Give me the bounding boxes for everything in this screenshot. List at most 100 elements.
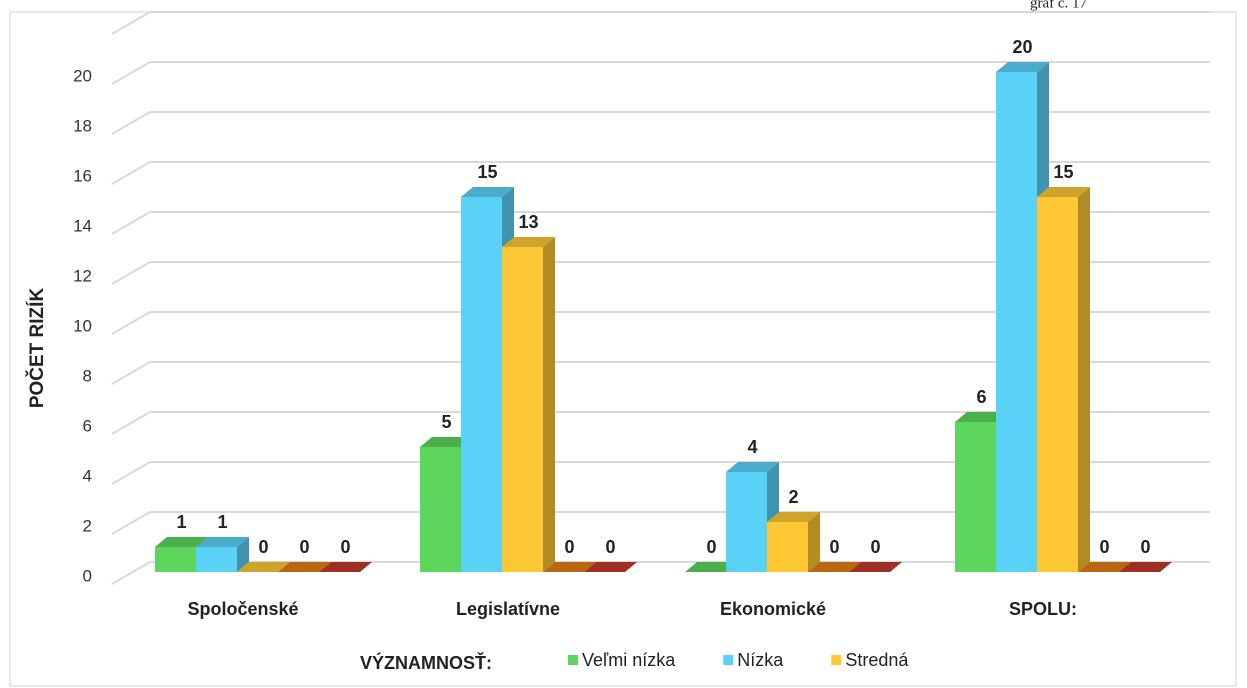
bar-top	[726, 462, 779, 472]
bar-top	[849, 562, 902, 572]
grid-line-side	[111, 561, 151, 585]
bar-top	[1078, 562, 1131, 572]
legend-label: Veľmi nízka	[582, 650, 676, 670]
x-tick-label: Ekonomické	[720, 599, 826, 619]
x-tick-label: Spoločenské	[187, 599, 298, 619]
figure-note: graf č. 17	[1030, 0, 1088, 11]
value-label: 0	[605, 537, 615, 557]
legend-swatch	[723, 655, 734, 665]
y-tick-label: 12	[73, 266, 92, 285]
legend-swatch	[831, 655, 842, 665]
y-tick-label: 10	[73, 316, 92, 335]
legend-label: Stredná	[845, 650, 909, 670]
legend-label: Nízka	[737, 650, 784, 670]
bar-top	[237, 562, 290, 572]
bar	[1078, 562, 1131, 572]
x-tick-label: SPOLU:	[1009, 599, 1077, 619]
bar	[584, 562, 637, 572]
y-tick-label: 18	[73, 116, 92, 135]
y-tick-label: 0	[83, 566, 92, 585]
bar-front	[996, 72, 1037, 572]
bar	[319, 562, 372, 572]
y-tick-label: 8	[83, 366, 92, 385]
bar-top	[543, 562, 596, 572]
grid-line-side	[111, 461, 151, 485]
bar	[849, 562, 902, 572]
y-tick-label: 6	[83, 416, 92, 435]
value-label: 15	[1053, 162, 1073, 182]
y-tick-label: 4	[83, 466, 92, 485]
value-label: 20	[1012, 37, 1032, 57]
grid-line-side	[111, 311, 151, 335]
bar	[502, 237, 555, 572]
bar	[1119, 562, 1172, 572]
bar-front	[726, 472, 767, 572]
value-label: 0	[706, 537, 716, 557]
bar-top	[584, 562, 637, 572]
legend-title: VÝZNAMNOSŤ:	[360, 652, 492, 673]
legend-swatch	[568, 655, 578, 665]
y-tick-label: 16	[73, 166, 92, 185]
grid-line-side	[111, 211, 151, 235]
bar-front	[502, 247, 543, 572]
grid-line-side	[111, 511, 151, 535]
grid-line-side	[111, 261, 151, 285]
grid-line-side	[111, 411, 151, 435]
bar	[543, 562, 596, 572]
bar-side	[1078, 187, 1090, 572]
value-label: 0	[1099, 537, 1109, 557]
bar	[278, 562, 331, 572]
bar-top	[278, 562, 331, 572]
grid-line-side	[111, 161, 151, 185]
bar	[808, 562, 861, 572]
bar-side	[543, 237, 555, 572]
value-label: 0	[564, 537, 574, 557]
value-label: 5	[441, 412, 451, 432]
bar-front	[461, 197, 502, 572]
bar	[685, 562, 738, 572]
bar-side	[237, 537, 249, 572]
bar-top	[996, 62, 1049, 72]
bar-top	[319, 562, 372, 572]
value-label: 15	[477, 162, 497, 182]
x-tick-label: Legislatívne	[456, 599, 560, 619]
plot-top-side	[111, 11, 151, 35]
value-label: 0	[870, 537, 880, 557]
bar-top	[685, 562, 738, 572]
bar	[767, 512, 820, 572]
bar-top	[1119, 562, 1172, 572]
value-label: 2	[788, 487, 798, 507]
value-label: 6	[976, 387, 986, 407]
value-label: 13	[518, 212, 538, 232]
bar	[1037, 187, 1090, 572]
y-tick-label: 14	[73, 216, 92, 235]
bar-top	[955, 412, 1008, 422]
value-label: 0	[299, 537, 309, 557]
bar-top	[461, 187, 514, 197]
bar-front	[420, 447, 461, 572]
bar-top	[155, 537, 208, 547]
bar-front	[196, 547, 237, 572]
bar-side	[808, 512, 820, 572]
value-label: 0	[258, 537, 268, 557]
bar-front	[155, 547, 196, 572]
bar-top	[502, 237, 555, 247]
bar-top	[420, 437, 473, 447]
grid-line-side	[111, 61, 151, 85]
y-axis-label: POČET RIZÍK	[26, 288, 48, 409]
y-tick-label: 20	[73, 66, 92, 85]
bar-front	[955, 422, 996, 572]
bar-top	[808, 562, 861, 572]
bar	[196, 537, 249, 572]
bar-top	[196, 537, 249, 547]
value-label: 0	[1140, 537, 1150, 557]
grid-line-side	[111, 111, 151, 135]
value-label: 4	[747, 437, 757, 457]
value-label: 1	[176, 512, 186, 532]
bar-front	[767, 522, 808, 572]
value-label: 0	[829, 537, 839, 557]
y-tick-label: 2	[83, 516, 92, 535]
value-label: 1	[217, 512, 227, 532]
bar-top	[1037, 187, 1090, 197]
